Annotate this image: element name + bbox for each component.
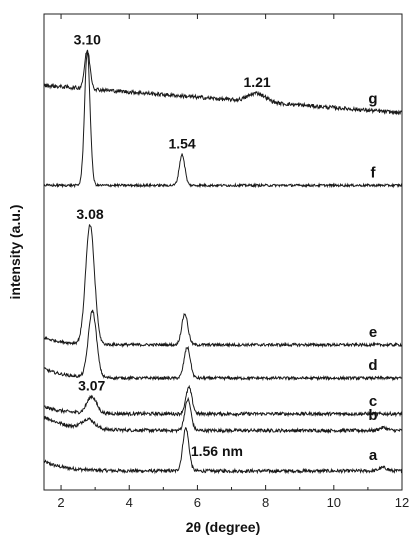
peak-label-5: 1.56 nm bbox=[191, 443, 243, 459]
x-tick-label-2: 2 bbox=[57, 495, 64, 510]
trace-e bbox=[43, 224, 403, 349]
x-tick-label-4: 4 bbox=[126, 495, 133, 510]
x-tick-label-10: 10 bbox=[327, 495, 341, 510]
plot-frame bbox=[43, 13, 403, 491]
trace-letter-e: e bbox=[369, 324, 377, 341]
trace-letter-g: g bbox=[368, 91, 377, 108]
x-axis-title: 2θ (degree) bbox=[186, 519, 260, 535]
peak-annotations: 3.10 1.21 1.54 3.08 3.07 1.56 nm bbox=[74, 32, 271, 459]
xrd-traces bbox=[43, 49, 403, 475]
trace-letter-d: d bbox=[368, 357, 377, 374]
x-tick-label-6: 6 bbox=[194, 495, 201, 510]
trace-letter-a: a bbox=[369, 447, 378, 464]
trace-a bbox=[43, 426, 402, 475]
trace-b bbox=[43, 396, 403, 434]
trace-c bbox=[43, 384, 403, 418]
trace-d bbox=[43, 309, 403, 382]
x-axis-tick-labels: 2 4 6 8 10 12 bbox=[57, 495, 409, 510]
peak-label-4: 3.07 bbox=[78, 377, 105, 393]
x-tick-label-8: 8 bbox=[262, 495, 269, 510]
x-axis-ticks bbox=[60, 14, 403, 490]
peak-label-3: 3.08 bbox=[76, 206, 103, 222]
trace-letter-b: b bbox=[368, 407, 377, 424]
peak-label-2: 1.54 bbox=[168, 135, 195, 151]
peak-label-0: 3.10 bbox=[74, 32, 101, 48]
peak-label-1: 1.21 bbox=[243, 74, 270, 90]
trace-letters: a bc de f g bbox=[368, 91, 377, 464]
trace-letter-f: f bbox=[371, 164, 377, 181]
trace-g bbox=[43, 49, 403, 116]
trace-f bbox=[43, 51, 403, 189]
x-tick-label-12: 12 bbox=[395, 495, 409, 510]
y-axis-title: intensity (a.u.) bbox=[7, 205, 23, 300]
trace-letter-c: c bbox=[369, 393, 377, 410]
